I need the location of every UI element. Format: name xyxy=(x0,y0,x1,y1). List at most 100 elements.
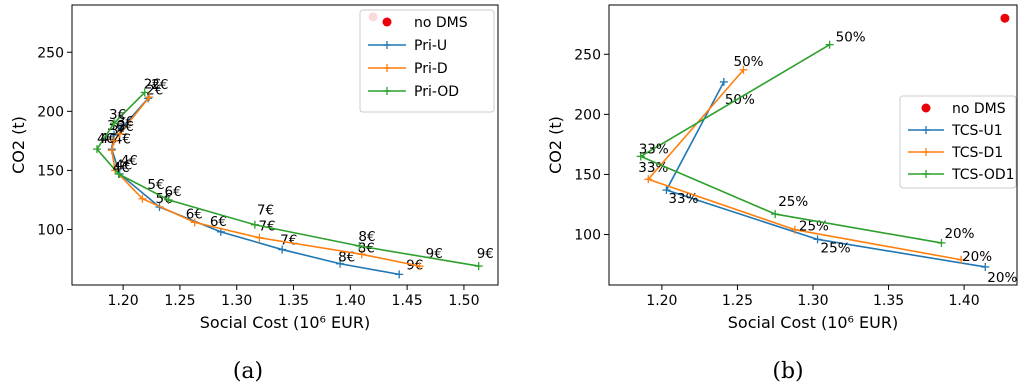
series-line xyxy=(638,43,942,244)
data-label: 4€ xyxy=(115,157,132,173)
data-label: 2€ xyxy=(151,77,168,93)
data-point xyxy=(138,194,147,203)
data-point xyxy=(145,93,154,102)
y-tick-label: 200 xyxy=(574,107,601,123)
data-point xyxy=(140,88,149,97)
legend-entry: Pri-D xyxy=(368,61,448,77)
caption-a: (a) xyxy=(233,359,263,384)
x-axis-label: Social Cost (10⁶ EUR) xyxy=(728,313,898,332)
data-label: 6€ xyxy=(186,206,203,222)
data-point xyxy=(636,152,645,161)
plot-frame xyxy=(71,4,499,286)
data-label: 4€ xyxy=(97,131,114,147)
y-tick-label: 150 xyxy=(37,163,64,179)
caption-b: (b) xyxy=(772,359,803,384)
data-label: 3€ xyxy=(117,119,134,135)
data-label: 3€ xyxy=(109,107,126,123)
legend-label: Pri-OD xyxy=(414,84,459,100)
x-tick-label: 1.25 xyxy=(722,293,753,309)
y-axis-label: CO2 (t) xyxy=(546,116,565,174)
legend-entry: TCS-OD1 xyxy=(908,167,1015,183)
data-point xyxy=(278,245,287,254)
data-point xyxy=(355,242,364,251)
legend-label: TCS-U1 xyxy=(951,123,1003,139)
data-point xyxy=(110,119,119,128)
legend-box xyxy=(899,95,1017,189)
y-tick-label: 250 xyxy=(37,45,64,61)
data-label: 8€ xyxy=(358,229,375,245)
data-label: 8€ xyxy=(338,250,355,266)
data-point xyxy=(719,77,728,86)
data-point xyxy=(644,175,653,184)
legend-marker xyxy=(382,17,392,27)
legend-entry: TCS-U1 xyxy=(908,123,1003,139)
x-tick-label: 1.20 xyxy=(646,293,677,309)
legend-entry: no DMS xyxy=(921,101,1006,117)
legend-label: Pri-U xyxy=(414,38,447,54)
legend-label: no DMS xyxy=(952,101,1006,117)
x-tick-label: 1.35 xyxy=(873,293,904,309)
data-label: 33% xyxy=(639,141,669,157)
data-point xyxy=(662,186,671,195)
chart-a: 1.20 1.25 1.30 1.35 1.40 1.45 1.50 100 150 200 250… xyxy=(9,4,499,332)
data-point xyxy=(739,65,748,74)
data-label: 33% xyxy=(668,191,698,207)
data-label: 25% xyxy=(821,240,851,256)
data-point xyxy=(415,262,424,271)
x-tick-label: 1.25 xyxy=(164,293,195,309)
data-point xyxy=(164,195,173,204)
data-point xyxy=(937,238,946,247)
data-label: 5€ xyxy=(147,177,164,193)
data-label: 2€ xyxy=(144,76,161,92)
data-label: 25% xyxy=(778,194,808,210)
data-label: 20% xyxy=(944,226,974,242)
series-line xyxy=(665,81,986,268)
data-point xyxy=(250,220,259,229)
x-axis-label: Social Cost (10⁶ EUR) xyxy=(200,313,370,332)
legend-entry: no DMS xyxy=(382,15,468,31)
legend-label: Pri-D xyxy=(414,61,448,77)
data-point xyxy=(771,210,780,219)
x-tick-label: 1.40 xyxy=(949,293,980,309)
data-label: 6€ xyxy=(210,214,227,230)
x-tick-label: 1.40 xyxy=(335,293,366,309)
legend-label: TCS-D1 xyxy=(951,145,1003,161)
data-label: 20% xyxy=(987,270,1017,286)
legend-entry: Pri-U xyxy=(368,38,447,54)
data-point xyxy=(107,146,116,155)
data-point xyxy=(115,129,124,138)
data-label: 9€ xyxy=(477,246,494,262)
legend-entry: TCS-D1 xyxy=(908,145,1003,161)
series-line xyxy=(95,91,479,267)
data-label: 50% xyxy=(725,92,755,108)
y-tick-label: 250 xyxy=(574,47,601,63)
data-point xyxy=(474,262,483,271)
y-tick-label: 150 xyxy=(574,167,601,183)
no-dms-point xyxy=(1000,13,1010,23)
legend-box xyxy=(359,9,495,113)
data-label: 3€ xyxy=(117,114,134,130)
y-tick-label: 200 xyxy=(37,104,64,120)
data-point xyxy=(336,259,345,268)
data-label: 50% xyxy=(836,30,866,46)
data-label: 6€ xyxy=(165,184,182,200)
data-point xyxy=(357,250,366,259)
x-tick-label: 1.50 xyxy=(448,293,479,309)
chart-b: 1.20 1.25 1.30 1.35 1.40 100 150 200 250 Social C… xyxy=(546,4,1018,332)
data-point xyxy=(825,40,834,49)
series-line xyxy=(110,96,420,267)
legend-label: no DMS xyxy=(414,15,468,31)
data-point xyxy=(255,233,264,242)
y-axis-label: CO2 (t) xyxy=(9,116,28,174)
series-line xyxy=(110,97,400,276)
legend-entry: Pri-OD xyxy=(368,84,459,100)
data-point xyxy=(395,270,404,279)
y-tick-label: 100 xyxy=(574,228,601,244)
data-point xyxy=(813,235,822,244)
legend-label: TCS-OD1 xyxy=(951,167,1015,183)
x-tick-label: 1.30 xyxy=(797,293,828,309)
x-tick-label: 1.20 xyxy=(108,293,139,309)
x-tick-label: 1.35 xyxy=(278,293,309,309)
data-point xyxy=(981,262,990,271)
